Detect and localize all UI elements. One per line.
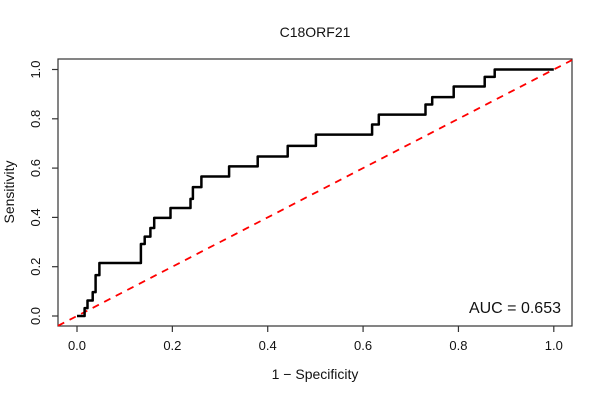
y-tick-label: 0.2 [28, 258, 43, 276]
auc-value-label: AUC = 0.653 [469, 300, 561, 317]
x-tick-label: 0.8 [449, 338, 467, 353]
chance-diagonal-line [57, 59, 573, 327]
y-tick-label: 0.4 [28, 208, 43, 226]
y-axis-ticks: 0.0 0.2 0.4 0.6 0.8 1.0 [28, 60, 58, 325]
x-axis-label: 1 − Specificity [272, 366, 359, 382]
plot-border [57, 58, 573, 327]
x-axis-ticks: 0.0 0.2 0.4 0.6 0.8 1.0 [68, 326, 563, 353]
x-tick-label: 0.2 [163, 338, 181, 353]
y-tick-label: 0.0 [28, 307, 43, 325]
y-tick-label: 0.6 [28, 159, 43, 177]
y-tick-label: 1.0 [28, 60, 43, 78]
y-tick-label: 0.8 [28, 110, 43, 128]
y-axis-label: Sensitivity [1, 160, 17, 223]
chart-title: C18ORF21 [280, 24, 351, 40]
roc-curve [77, 68, 554, 318]
x-tick-label: 0.0 [68, 338, 86, 353]
x-tick-label: 0.6 [354, 338, 372, 353]
x-tick-label: 0.4 [259, 338, 277, 353]
x-tick-label: 1.0 [545, 338, 563, 353]
